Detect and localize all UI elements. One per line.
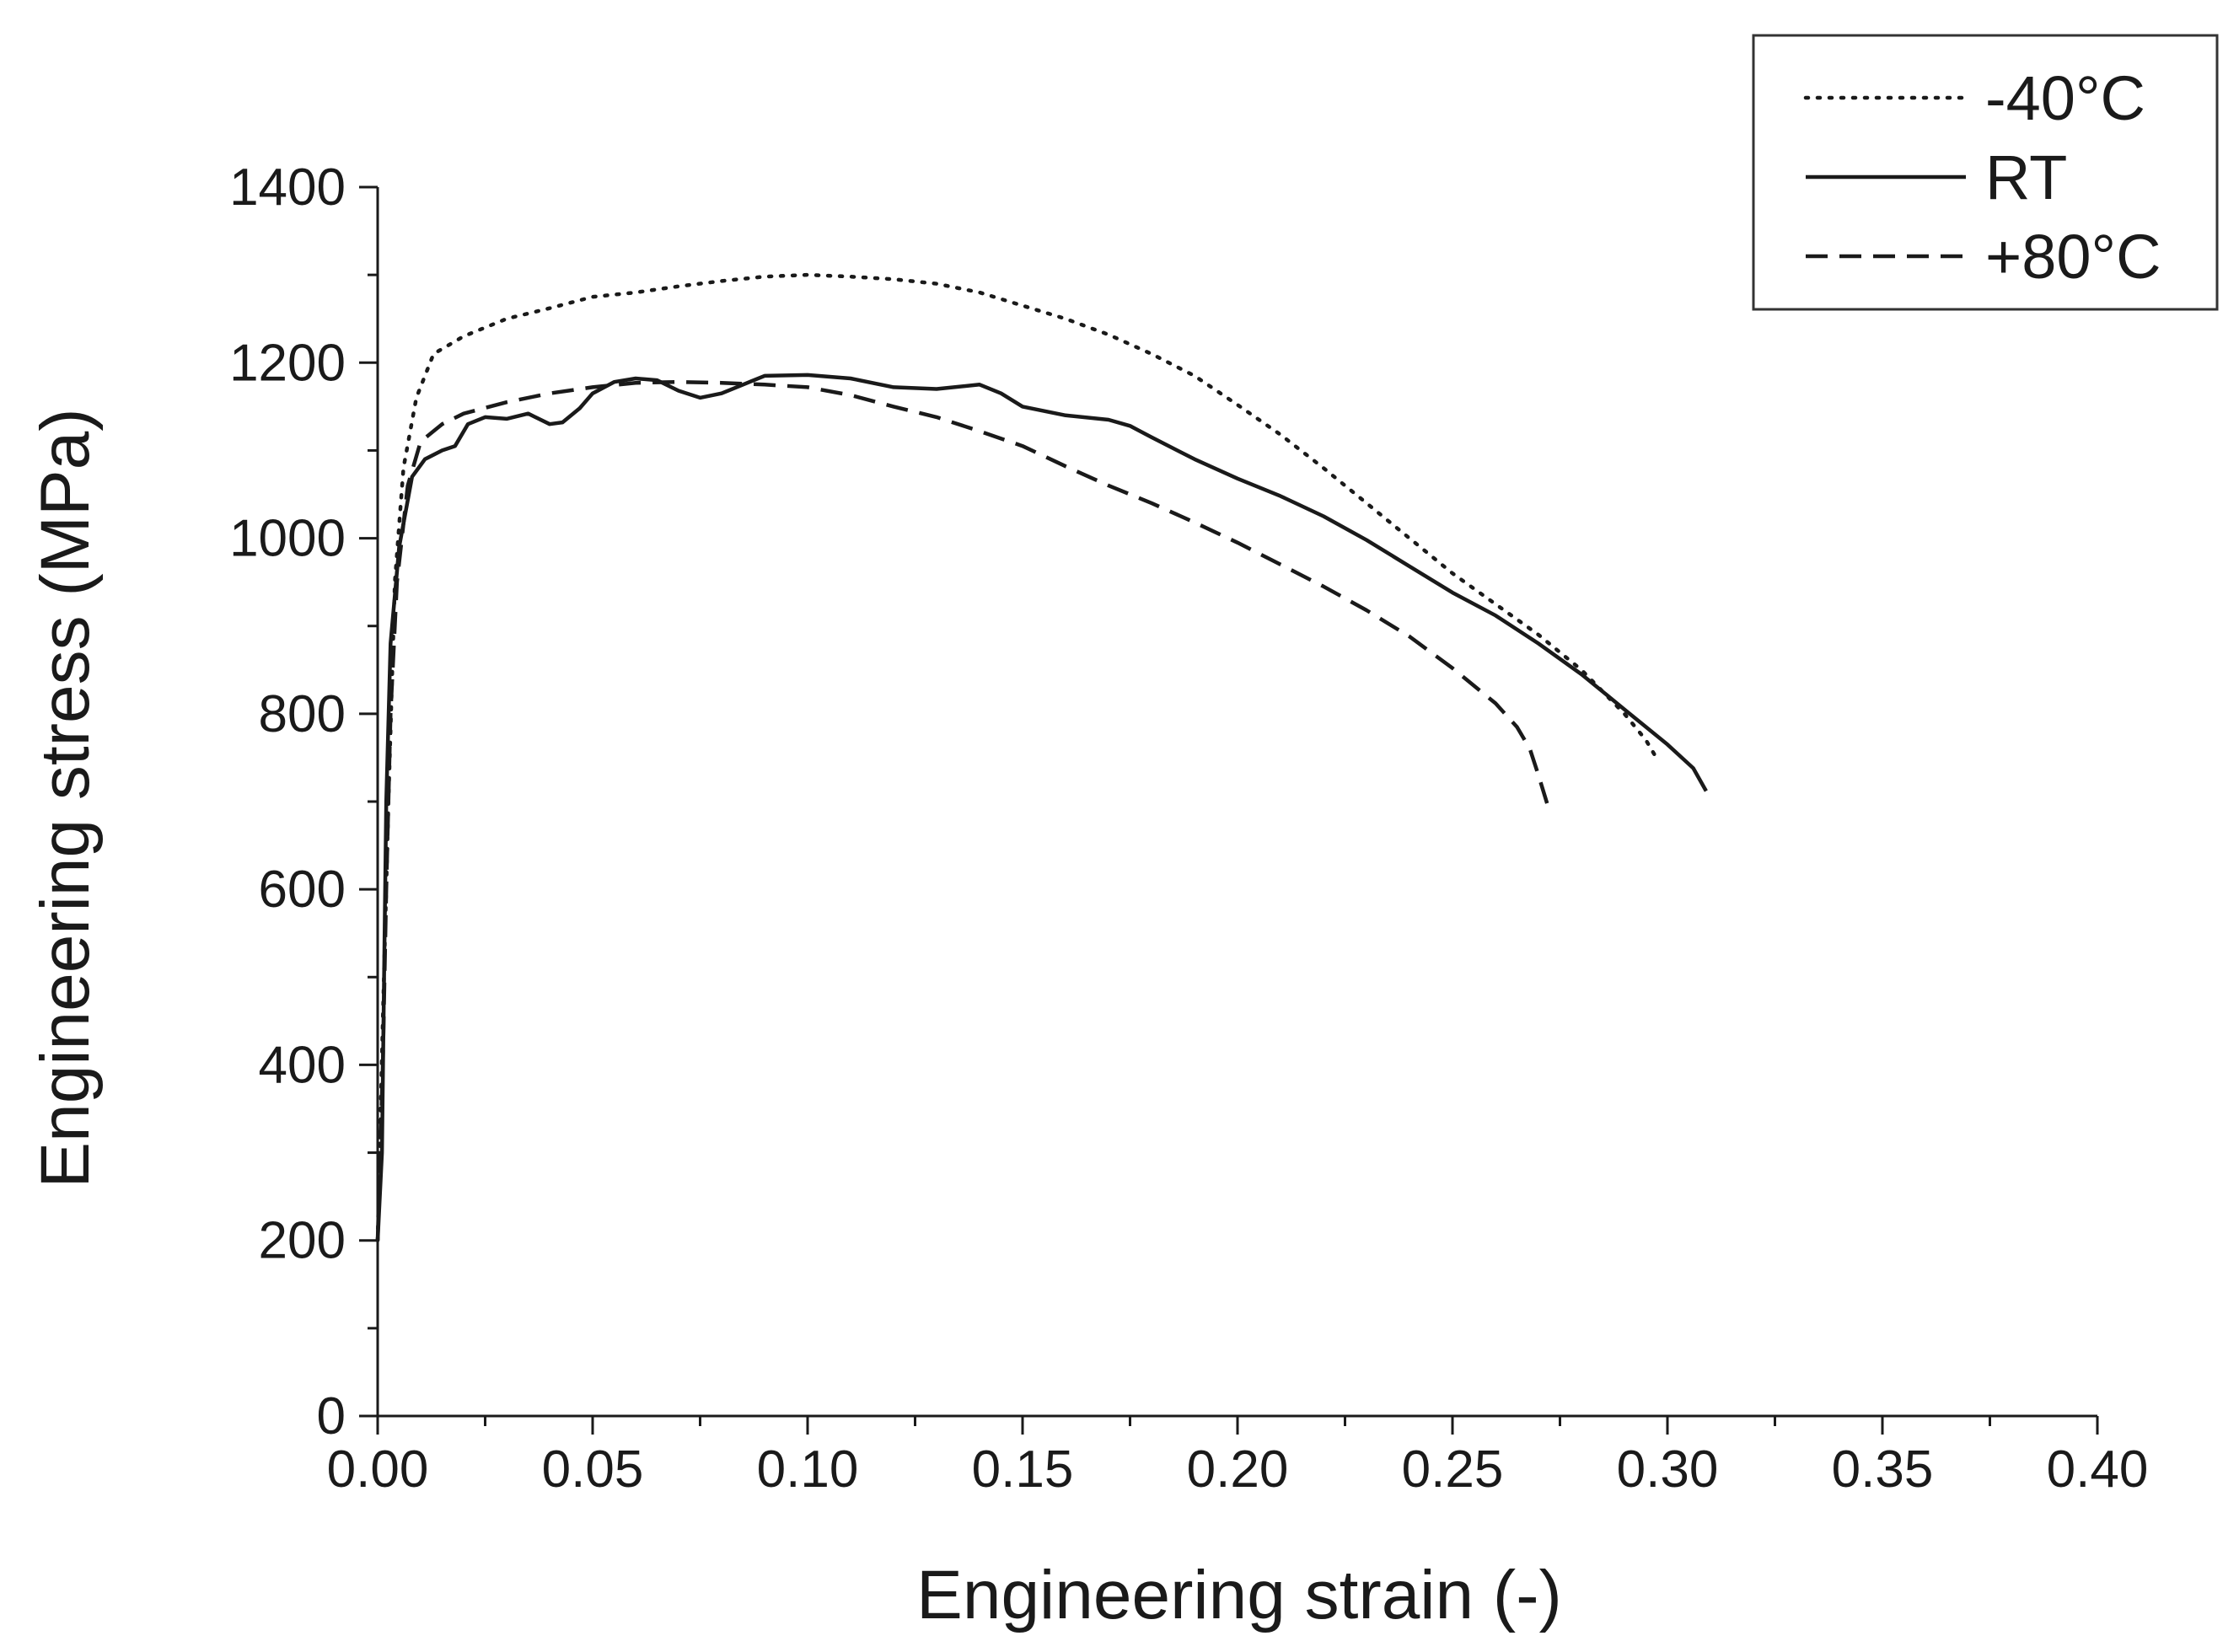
plot-lines xyxy=(375,272,1708,1242)
x-axis-ticks: 0.00 0.05 0.10 0.15 0.20 0.25 0.30 0.35 0.40 xyxy=(327,1416,2149,1499)
y-tick-label: 800 xyxy=(259,685,346,743)
legend: -40°C RT +80°C xyxy=(1752,34,2219,311)
series-line-80c xyxy=(375,379,1549,1241)
y-tick-label: 1000 xyxy=(229,510,346,568)
y-axis-ticks: 0 200 400 600 800 1000 1200 1400 xyxy=(229,158,378,1446)
y-tick-label: 1400 xyxy=(229,158,346,217)
y-tick-label: 400 xyxy=(259,1036,346,1094)
legend-label: -40°C xyxy=(1985,63,2145,133)
x-tick-label: 0.00 xyxy=(327,1440,429,1499)
x-tick-label: 0.05 xyxy=(542,1440,644,1499)
series-line-rt xyxy=(375,373,1708,1241)
x-tick-label: 0.20 xyxy=(1187,1440,1289,1499)
legend-label: RT xyxy=(1985,142,2067,212)
x-axis-title: Engineering strain (-) xyxy=(916,1557,1562,1633)
y-tick-label: 1200 xyxy=(229,334,346,392)
x-tick-label: 0.10 xyxy=(757,1440,859,1499)
y-tick-label: 200 xyxy=(259,1212,346,1270)
legend-box xyxy=(1752,34,2219,311)
x-tick-label: 0.15 xyxy=(972,1440,1074,1499)
x-tick-label: 0.40 xyxy=(2047,1440,2149,1499)
y-tick-label: 0 xyxy=(317,1387,346,1446)
x-tick-label: 0.30 xyxy=(1617,1440,1719,1499)
x-tick-label: 0.25 xyxy=(1402,1440,1504,1499)
y-tick-label: 600 xyxy=(259,861,346,919)
legend-label: +80°C xyxy=(1985,222,2161,292)
series-line-40c xyxy=(375,272,1662,1242)
y-axis-title: Engineering stress (MPa) xyxy=(27,408,104,1188)
x-tick-label: 0.35 xyxy=(1832,1440,1934,1499)
